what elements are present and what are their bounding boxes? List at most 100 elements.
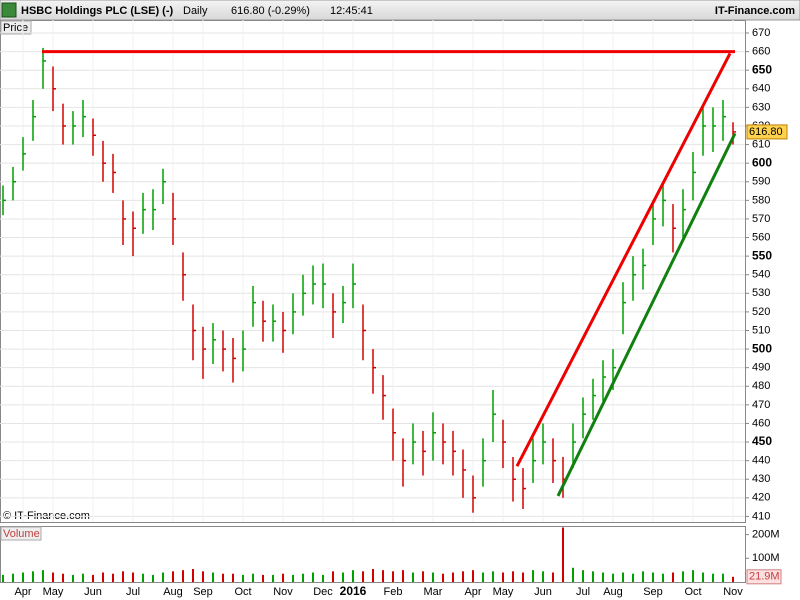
volume-bar — [252, 573, 254, 582]
volume-bar — [122, 571, 124, 582]
period: Daily — [183, 5, 208, 17]
time: 12:45:41 — [330, 5, 373, 17]
volume-bar — [582, 570, 584, 582]
volume-bar — [362, 571, 364, 582]
volume-bar — [632, 573, 634, 582]
price-panel — [0, 20, 746, 523]
y-tick-label: 440 — [752, 455, 770, 467]
y-tick-label: 660 — [752, 46, 770, 58]
x-tick-label: Nov — [723, 586, 743, 598]
volume-bar — [312, 572, 314, 582]
volume-bar — [542, 571, 544, 582]
volume-bar — [492, 571, 494, 582]
volume-bar — [182, 570, 184, 582]
y-tick-label: 500 — [752, 341, 772, 355]
last-price-box — [746, 124, 788, 140]
x-tick-label: Mar — [424, 586, 443, 598]
volume-bar — [692, 570, 694, 582]
volume-bar — [232, 573, 234, 582]
volume-bar — [392, 571, 394, 582]
volume-bar — [502, 572, 504, 582]
volume-bar — [422, 571, 424, 582]
volume-bar — [42, 570, 44, 582]
volume-bar — [512, 571, 514, 582]
volume-bar — [142, 573, 144, 582]
last-volume-box — [746, 569, 782, 585]
volume-bar — [342, 572, 344, 582]
quote: 616.80 (-0.29%) — [231, 5, 310, 17]
y-tick-label: 490 — [752, 362, 770, 374]
x-tick-label: 2016 — [340, 584, 367, 598]
y-tick-label: 570 — [752, 213, 770, 225]
volume-bar — [32, 571, 34, 582]
volume-bar — [192, 568, 194, 582]
trendline — [515, 52, 732, 467]
last-volume-label: 21.9M — [749, 571, 780, 583]
volume-bar — [292, 574, 294, 582]
x-tick-label: May — [43, 586, 64, 598]
volume-bar — [592, 571, 594, 582]
volume-bar — [732, 576, 734, 582]
volume-panel — [0, 526, 746, 583]
x-tick-label: Apr — [14, 586, 31, 598]
volume-bar — [672, 572, 674, 582]
volume-bar — [262, 574, 264, 582]
y-tick-label: 650 — [752, 62, 772, 76]
x-tick-label: Aug — [603, 586, 623, 598]
volume-tick-label: 100M — [752, 552, 780, 564]
volume-bar — [172, 571, 174, 582]
y-tick-label: 540 — [752, 269, 770, 281]
volume-bar — [642, 571, 644, 582]
volume-bar — [622, 572, 624, 582]
volume-bar — [92, 574, 94, 582]
y-tick-label: 580 — [752, 194, 770, 206]
x-tick-label: Apr — [464, 586, 481, 598]
price-label: Price — [3, 22, 28, 34]
y-tick-label: 550 — [752, 248, 772, 262]
x-tick-label: Jul — [126, 586, 140, 598]
copyright: © IT-Finance.com — [3, 510, 90, 522]
volume-label: Volume — [3, 528, 40, 540]
x-tick-label: Jun — [534, 586, 552, 598]
volume-bar — [282, 573, 284, 582]
volume-bar — [62, 573, 64, 582]
volume-bar — [352, 570, 354, 582]
volume-bar — [222, 573, 224, 582]
y-tick-label: 470 — [752, 399, 770, 411]
app-icon — [1, 2, 17, 18]
volume-bar — [102, 572, 104, 582]
volume-bar — [82, 573, 84, 582]
y-tick-label: 480 — [752, 380, 770, 392]
volume-bar — [402, 570, 404, 582]
volume-bar — [522, 572, 524, 582]
volume-bar — [12, 573, 14, 582]
volume-bar — [662, 573, 664, 582]
volume-bar — [202, 571, 204, 582]
volume-bar — [712, 573, 714, 582]
x-tick-label: Nov — [273, 586, 293, 598]
x-tick-label: Feb — [384, 586, 403, 598]
volume-bar — [702, 572, 704, 582]
volume-tick-label: 200M — [752, 528, 780, 540]
volume-bar — [552, 572, 554, 582]
volume-bar — [242, 574, 244, 582]
volume-bar — [472, 570, 474, 582]
volume-bar — [332, 571, 334, 582]
volume-bar — [652, 572, 654, 582]
volume-bar — [382, 570, 384, 582]
volume-bar — [162, 572, 164, 582]
volume-label-box — [0, 526, 42, 541]
x-tick-label: Sep — [643, 586, 663, 598]
volume-bar — [2, 574, 4, 582]
symbol: HSBC Holdings PLC (LSE) (-) — [21, 5, 173, 17]
volume-bar — [722, 573, 724, 582]
volume-bar — [112, 573, 114, 582]
volume-bar — [322, 574, 324, 582]
volume-bar — [562, 527, 564, 582]
x-tick-label: Oct — [684, 586, 701, 598]
volume-bar — [72, 574, 74, 582]
volume-bar — [212, 572, 214, 582]
volume-bar — [412, 572, 414, 582]
y-tick-label: 510 — [752, 324, 770, 336]
y-tick-label: 520 — [752, 306, 770, 318]
